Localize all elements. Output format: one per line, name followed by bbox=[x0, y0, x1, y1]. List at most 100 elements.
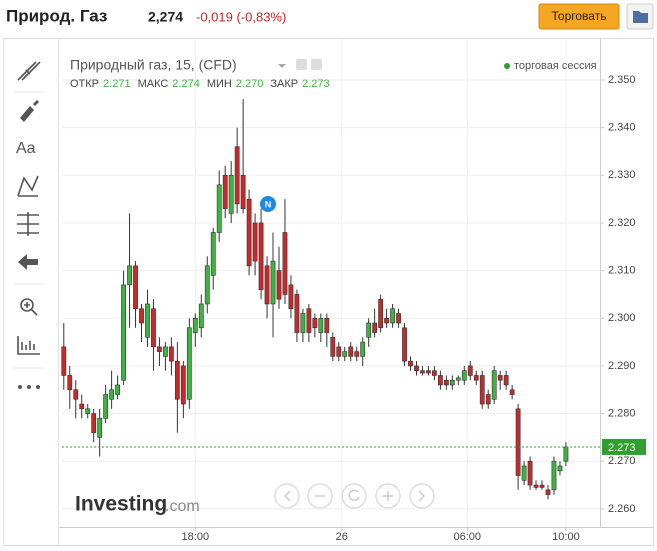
candle-body bbox=[270, 260, 276, 305]
candle-body bbox=[354, 351, 360, 357]
candle-body bbox=[348, 346, 354, 357]
chart-title: Природный газ, 15, (CFD) bbox=[70, 57, 237, 73]
tool-back[interactable] bbox=[18, 254, 38, 270]
y-tick-label: 2.290 bbox=[608, 360, 636, 372]
x-tick-label: 10:00 bbox=[552, 531, 580, 543]
candle-body bbox=[240, 174, 246, 209]
candle-body bbox=[85, 408, 91, 414]
nav-reset[interactable] bbox=[341, 483, 367, 509]
candle-body bbox=[163, 346, 168, 357]
tool-lines[interactable] bbox=[17, 61, 41, 81]
candle-body bbox=[312, 317, 318, 329]
candle-body bbox=[527, 460, 533, 486]
candle-body bbox=[485, 394, 491, 405]
tool-indicators[interactable] bbox=[17, 336, 40, 355]
candle-body bbox=[216, 184, 222, 233]
settings-icon[interactable] bbox=[296, 59, 307, 70]
brand: Investing bbox=[75, 493, 167, 516]
legend-value: 2.270 bbox=[236, 78, 264, 90]
candle-body bbox=[300, 313, 306, 333]
y-tick-label: 2.280 bbox=[608, 407, 636, 419]
tool-fib[interactable] bbox=[17, 212, 39, 236]
candle-body bbox=[61, 346, 67, 376]
nav-buttons bbox=[274, 483, 435, 509]
y-tick-label: 2.330 bbox=[608, 169, 636, 181]
candle-body bbox=[210, 232, 216, 276]
candle-body bbox=[491, 370, 497, 400]
close-icon[interactable] bbox=[311, 59, 322, 70]
candle-body bbox=[455, 377, 461, 381]
candle-body bbox=[67, 375, 73, 391]
folder-icon bbox=[633, 11, 648, 23]
candle-body bbox=[234, 146, 240, 205]
toolbar: Aa bbox=[14, 61, 44, 389]
tool-brush[interactable] bbox=[20, 100, 39, 122]
news-marker[interactable] bbox=[260, 196, 276, 212]
last-price-box bbox=[602, 438, 646, 455]
y-tick-label: 2.300 bbox=[608, 312, 636, 324]
nav-right[interactable] bbox=[409, 483, 435, 509]
tool-text[interactable]: Aa bbox=[16, 140, 36, 157]
candle-body bbox=[288, 284, 294, 310]
candle-body bbox=[169, 346, 174, 362]
candle-body bbox=[133, 265, 138, 310]
y-tick-label: 2.340 bbox=[608, 122, 636, 134]
candle-body bbox=[551, 460, 557, 491]
x-tick-label: 18:00 bbox=[182, 531, 210, 543]
legend-name: ЗАКР bbox=[270, 78, 298, 90]
candle-body bbox=[467, 365, 473, 376]
candle-body bbox=[414, 365, 419, 371]
nav-left[interactable] bbox=[274, 483, 300, 509]
y-tick-label: 2.270 bbox=[608, 455, 636, 467]
legend-value: 2.273 bbox=[302, 78, 330, 90]
candle-body bbox=[372, 322, 378, 333]
session-dot bbox=[504, 63, 510, 69]
session-label: торговая сессия bbox=[514, 60, 597, 72]
tool-zoom[interactable] bbox=[20, 298, 34, 312]
trade-button[interactable] bbox=[538, 3, 620, 30]
tool-pattern[interactable] bbox=[17, 175, 39, 197]
candle-body bbox=[192, 317, 198, 333]
candle-body bbox=[318, 317, 324, 333]
candle-body bbox=[103, 394, 109, 419]
candle-body bbox=[127, 265, 132, 286]
last-price-label: 2.273 bbox=[608, 442, 636, 454]
candle-body bbox=[390, 308, 395, 324]
candle-body bbox=[79, 403, 85, 410]
trade-button-label[interactable]: Торговать bbox=[552, 9, 607, 23]
candle-body bbox=[366, 322, 372, 338]
instrument-title: Природ. Газ bbox=[6, 6, 107, 25]
candle-body bbox=[198, 303, 204, 329]
x-tick-label: 06:00 bbox=[454, 531, 482, 543]
candle-body bbox=[557, 465, 563, 472]
candle-body bbox=[222, 174, 228, 209]
candle-body bbox=[330, 337, 336, 357]
candle-body bbox=[115, 384, 120, 395]
candle-body bbox=[497, 375, 503, 381]
candle-body bbox=[360, 341, 366, 357]
x-tick-label: 26 bbox=[336, 531, 348, 543]
candle-body bbox=[432, 370, 437, 376]
candle-body bbox=[408, 360, 413, 367]
candle-body bbox=[73, 389, 79, 400]
candle-body bbox=[324, 317, 330, 333]
tool-more[interactable] bbox=[18, 385, 22, 389]
y-tick-label: 2.260 bbox=[608, 503, 636, 515]
candle-body bbox=[180, 365, 186, 405]
candle-body bbox=[384, 317, 389, 324]
candle-body bbox=[515, 408, 521, 476]
candle-body bbox=[157, 346, 162, 352]
candle-body bbox=[539, 484, 545, 488]
candle-body bbox=[533, 484, 539, 488]
candle-body bbox=[97, 418, 103, 438]
candle-body bbox=[139, 308, 144, 324]
candle-body bbox=[204, 265, 210, 305]
candle-body bbox=[174, 360, 180, 400]
candle-body bbox=[264, 265, 270, 305]
candle-body bbox=[186, 327, 192, 400]
candle-body bbox=[449, 379, 455, 386]
candle-body bbox=[461, 370, 467, 381]
candle-body bbox=[228, 174, 234, 214]
candle-body bbox=[342, 351, 348, 357]
